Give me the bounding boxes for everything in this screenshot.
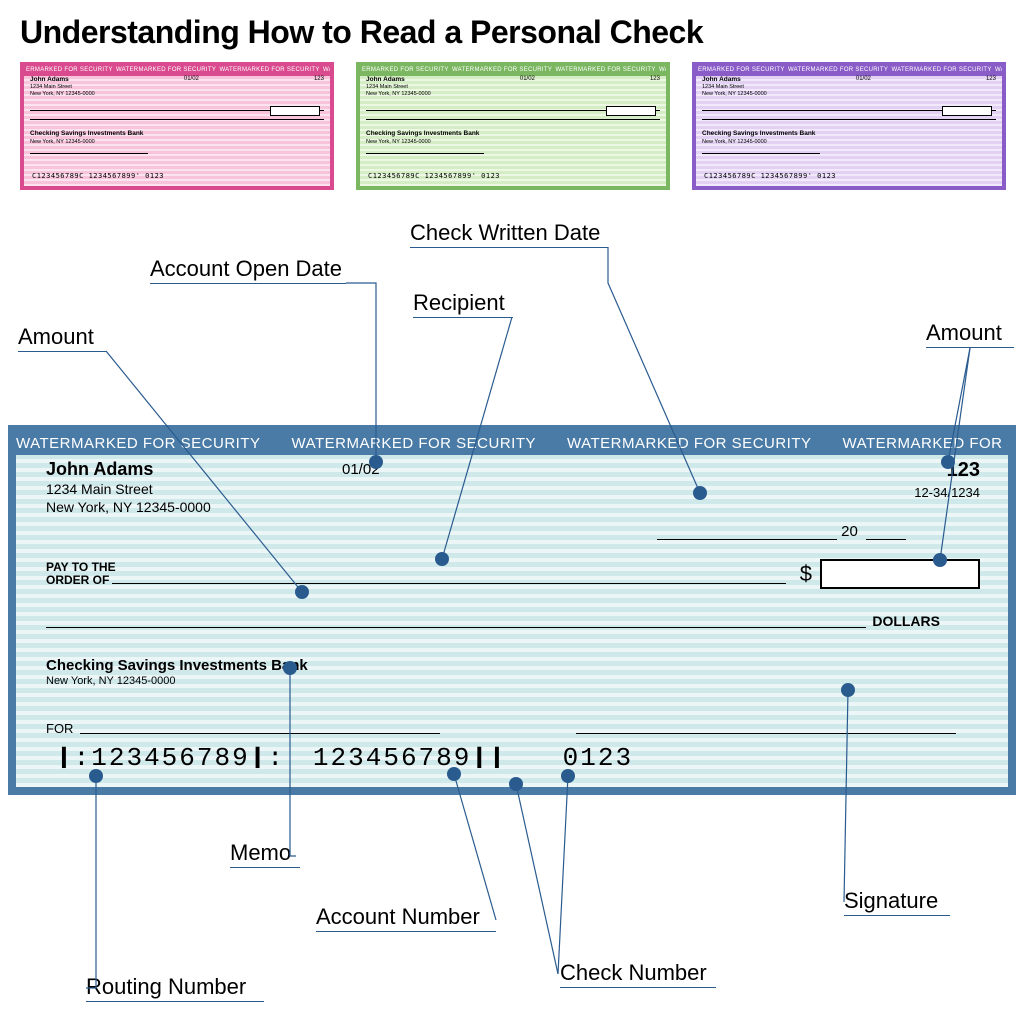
memo-line <box>80 733 440 734</box>
thumb-watermark: ERMARKED FOR SECURITY WATERMARKED FOR SE… <box>696 66 1002 76</box>
dollars-label: DOLLARS <box>872 613 940 629</box>
amount-box <box>820 559 980 589</box>
label-account-number: Account Number <box>316 904 496 932</box>
main-check: WATERMARKED FOR SECURITY WATERMARKED FOR… <box>8 425 1016 795</box>
label-amount-right: Amount <box>926 320 1014 348</box>
pay-to-label: PAY TO THEORDER OF <box>46 561 116 586</box>
thumb-watermark: ERMARKED FOR SECURITY WATERMARKED FOR SE… <box>24 66 330 76</box>
for-label: FOR <box>46 721 73 736</box>
thumb-purple: ERMARKED FOR SECURITY WATERMARKED FOR SE… <box>692 62 1006 190</box>
account-holder-addr2: New York, NY 12345-0000 <box>46 498 986 516</box>
pay-to-line <box>112 583 786 584</box>
signature-line <box>576 733 956 734</box>
micr-line: ❙:123456789❙: 123456789❙❙ 0123 <box>56 742 633 773</box>
thumb-pink: ERMARKED FOR SECURITY WATERMARKED FOR SE… <box>20 62 334 190</box>
label-check-number: Check Number <box>560 960 716 988</box>
label-recipient: Recipient <box>413 290 513 318</box>
label-routing-number: Routing Number <box>86 974 264 1002</box>
label-check-written-date: Check Written Date <box>410 220 608 248</box>
date-line: 20 <box>657 523 906 540</box>
thumbnail-row: ERMARKED FOR SECURITY WATERMARKED FOR SE… <box>20 62 1006 190</box>
label-signature: Signature <box>844 888 950 916</box>
thumb-green: ERMARKED FOR SECURITY WATERMARKED FOR SE… <box>356 62 670 190</box>
check-watermark: WATERMARKED FOR SECURITY WATERMARKED FOR… <box>16 433 1008 455</box>
check-number-value: 123 <box>947 459 980 482</box>
fractional-routing: 12-34/1234 <box>914 485 980 500</box>
bank-name: Checking Savings Investments Bank <box>46 657 308 674</box>
amount-words-line <box>46 627 866 628</box>
account-holder-addr1: 1234 Main Street <box>46 480 986 498</box>
label-amount-left: Amount <box>18 324 106 352</box>
account-open-date-value: 01/02 <box>342 461 380 478</box>
bank-addr: New York, NY 12345-0000 <box>46 675 175 687</box>
account-holder-name: John Adams <box>46 459 986 480</box>
label-account-open-date: Account Open Date <box>150 256 346 284</box>
thumb-watermark: ERMARKED FOR SECURITY WATERMARKED FOR SE… <box>360 66 666 76</box>
label-memo: Memo <box>230 840 300 868</box>
dollar-sign: $ <box>800 561 812 587</box>
page-title: Understanding How to Read a Personal Che… <box>20 14 703 51</box>
